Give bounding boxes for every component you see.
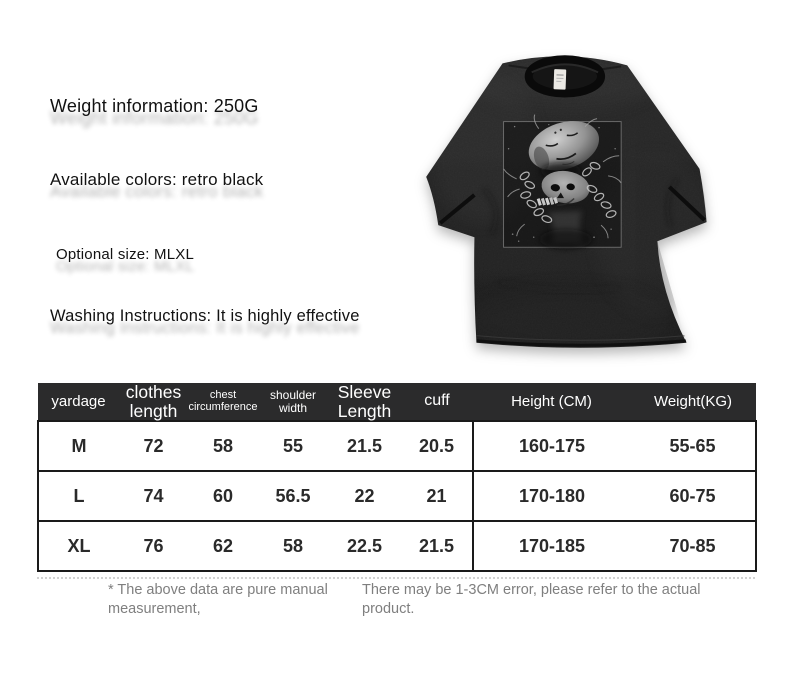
cell-size: L xyxy=(37,470,119,521)
table-row-m: M 72 58 55 21.5 20.5 160-175 55-65 xyxy=(37,420,757,471)
header-cell-shoulder-width: shoulder width xyxy=(258,383,328,421)
tshirt-body xyxy=(426,55,707,348)
table-cell: 160-175 xyxy=(472,420,630,471)
table-cell: 70-85 xyxy=(630,520,757,572)
table-cell: 56.5 xyxy=(258,470,328,521)
optional-size-text: Optional size: MLXL xyxy=(56,246,195,263)
table-header-row: yardage clothes length chest circumferen… xyxy=(38,383,756,421)
table-cell: 60-75 xyxy=(630,470,757,521)
table-cell: 55-65 xyxy=(630,420,757,471)
table-cell: 60 xyxy=(188,470,258,521)
weight-info-text: Weight information: 250G xyxy=(50,96,259,116)
product-photo-tshirt xyxy=(388,28,790,370)
tshirt-image xyxy=(426,55,707,348)
table-cell: 74 xyxy=(119,470,188,521)
cell-size: M xyxy=(37,420,119,471)
header-cell-sleeve-length: Sleeve Length xyxy=(328,383,401,421)
table-cell: 72 xyxy=(119,420,188,471)
print-skull xyxy=(536,170,590,206)
table-cell: 170-185 xyxy=(472,520,630,572)
size-chart-table: yardage clothes length chest circumferen… xyxy=(37,383,757,572)
header-cell-clothes-length: clothes length xyxy=(119,383,188,421)
collar-tag xyxy=(553,69,567,90)
print-chains xyxy=(519,161,617,224)
cell-size: XL xyxy=(37,520,119,572)
header-cell-yardage: yardage xyxy=(38,383,119,421)
table-cell: 62 xyxy=(188,520,258,572)
tolerance-note: There may be 1-3CM error, please refer t… xyxy=(362,582,701,618)
table-cell: 76 xyxy=(119,520,188,572)
header-cell-height: Height (CM) xyxy=(473,383,630,421)
tshirt-collar xyxy=(524,55,606,98)
table-cell: 21.5 xyxy=(401,520,473,572)
table-cell: 58 xyxy=(188,420,258,471)
print-splashes xyxy=(503,114,622,239)
washing-instructions-text: Washing Instructions: It is highly effec… xyxy=(50,307,360,325)
print-speckles xyxy=(507,124,616,242)
table-cell: 55 xyxy=(258,420,328,471)
available-colors-text: Available colors: retro black xyxy=(50,170,264,189)
table-cell: 20.5 xyxy=(401,420,473,471)
table-cell: 58 xyxy=(258,520,328,572)
table-cell: 21 xyxy=(401,470,473,521)
header-cell-weight: Weight(KG) xyxy=(630,383,756,421)
table-cell: 21.5 xyxy=(328,420,401,471)
measurement-note: * The above data are pure manual measure… xyxy=(108,582,328,618)
table-row-l: L 74 60 56.5 22 21 170-180 60-75 xyxy=(37,470,757,521)
table-row-xl: XL 76 62 58 22.5 21.5 170-185 70-85 xyxy=(37,520,757,572)
print-face xyxy=(528,121,600,171)
graphic-print xyxy=(503,114,622,250)
table-cell: 22 xyxy=(328,470,401,521)
table-bottom-divider xyxy=(37,577,755,579)
header-cell-cuff: cuff xyxy=(401,383,473,421)
header-cell-chest-circumference: chest circumference xyxy=(188,383,258,421)
table-cell: 22.5 xyxy=(328,520,401,572)
table-cell: 170-180 xyxy=(472,470,630,521)
